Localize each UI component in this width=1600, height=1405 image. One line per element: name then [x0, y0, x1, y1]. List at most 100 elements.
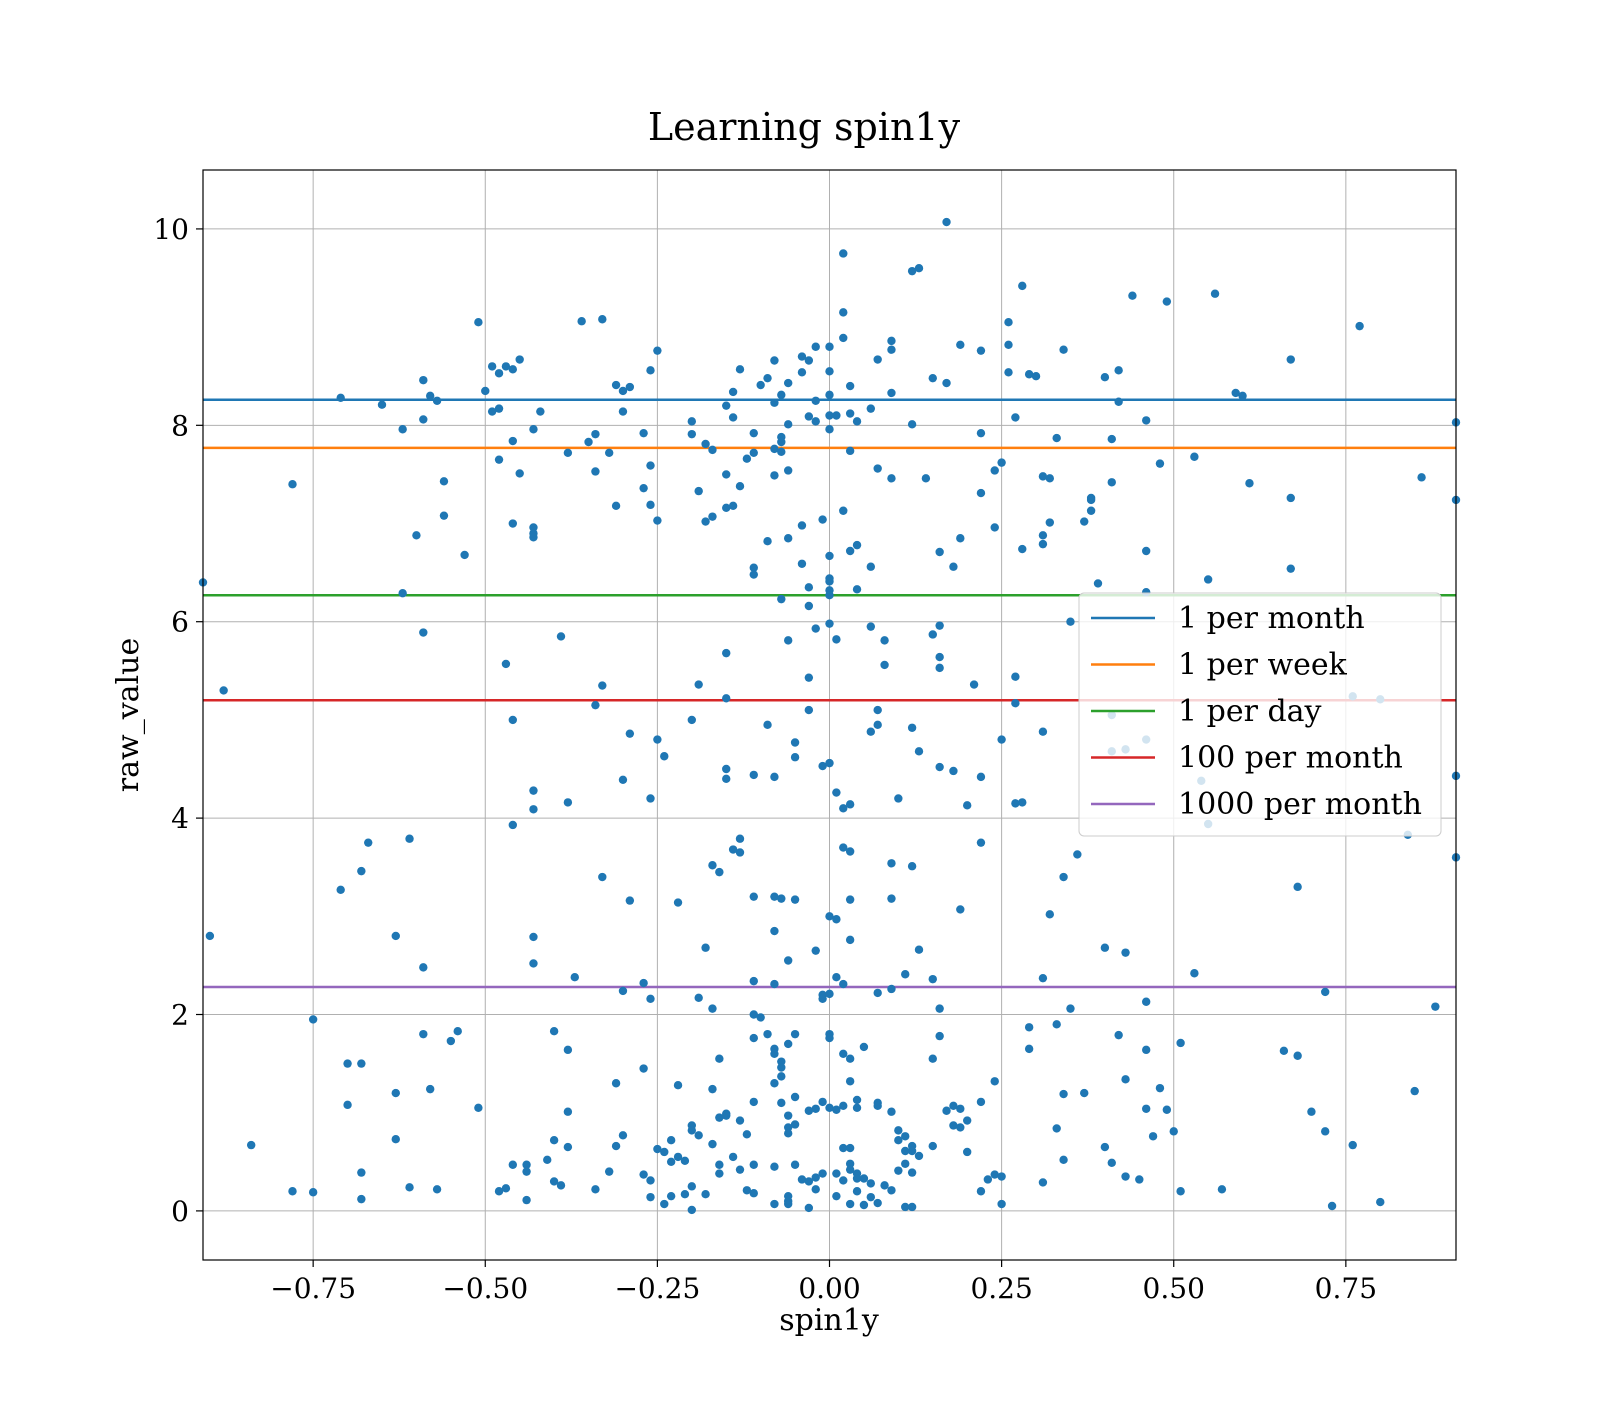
data-point [1052, 1124, 1061, 1133]
data-point [1114, 397, 1123, 406]
data-point [825, 390, 834, 400]
data-point [845, 381, 855, 391]
data-point [694, 486, 703, 496]
x-axis-ticks: −0.75 −0.50 −0.25 0.00 0.25 0.50 0.75 [270, 1260, 1377, 1305]
data-point [852, 540, 862, 550]
data-point [749, 563, 758, 572]
data-point [832, 972, 841, 982]
data-point [976, 772, 986, 782]
y-tick-label: 10 [153, 213, 189, 246]
data-point [529, 805, 538, 814]
data-point [432, 1185, 442, 1194]
data-point [563, 798, 573, 807]
data-point [962, 1116, 972, 1125]
data-point [825, 367, 834, 376]
data-point [832, 1105, 841, 1114]
data-point [653, 516, 662, 525]
data-point [377, 400, 387, 409]
data-point [728, 845, 738, 854]
data-point [818, 515, 827, 524]
data-point [983, 1175, 993, 1184]
data-point [460, 550, 469, 560]
data-point [666, 1135, 676, 1145]
data-point [852, 417, 862, 426]
data-point [1217, 1185, 1227, 1194]
data-point [715, 1160, 724, 1169]
data-point [611, 1079, 621, 1088]
data-point [839, 308, 848, 317]
data-point [625, 729, 635, 738]
data-point [343, 1100, 352, 1110]
data-point [770, 1049, 779, 1058]
data-point [364, 838, 373, 847]
data-point [1052, 433, 1061, 443]
data-point [832, 411, 841, 420]
data-point [715, 867, 724, 877]
data-point [1141, 416, 1151, 425]
data-point [839, 1049, 848, 1058]
data-point [818, 994, 827, 1003]
data-point [825, 425, 834, 434]
data-point [845, 1077, 855, 1086]
data-point [1141, 546, 1151, 556]
data-point [811, 1185, 820, 1194]
data-point [1059, 872, 1068, 882]
data-point [722, 1111, 731, 1120]
data-point [1135, 1175, 1144, 1184]
data-point [419, 628, 428, 637]
data-point [453, 1026, 462, 1036]
data-point [839, 843, 848, 852]
data-point [811, 417, 820, 426]
data-point [804, 673, 814, 682]
data-point [481, 386, 490, 396]
data-point [839, 979, 848, 989]
data-point [845, 1159, 855, 1168]
data-point [673, 1152, 683, 1162]
data-point [873, 705, 882, 715]
data-point [412, 531, 421, 540]
data-point [522, 1167, 531, 1176]
data-point [508, 820, 518, 830]
data-point [494, 404, 504, 413]
data-point [735, 834, 745, 843]
data-point [976, 428, 986, 438]
data-point [845, 1165, 855, 1174]
data-point [866, 404, 876, 413]
data-point [845, 895, 855, 904]
data-point [1045, 910, 1055, 919]
data-point [1004, 368, 1013, 377]
data-point [1066, 1004, 1075, 1013]
data-point [818, 761, 827, 771]
data-point [997, 735, 1006, 744]
data-point [419, 415, 428, 424]
data-point [1052, 1020, 1061, 1029]
data-point [1155, 1083, 1165, 1093]
data-point [790, 753, 800, 762]
data-point [887, 388, 896, 398]
data-point [419, 375, 428, 385]
data-point [1203, 575, 1213, 584]
data-point [425, 391, 435, 401]
data-point [928, 974, 937, 984]
data-point [1348, 1140, 1357, 1150]
data-point [529, 932, 538, 942]
data-point [728, 1152, 738, 1162]
data-point [887, 894, 896, 903]
data-point [901, 1159, 910, 1168]
data-point [1176, 1038, 1185, 1048]
data-point [770, 926, 779, 936]
data-point [474, 1103, 483, 1112]
data-point [749, 892, 758, 901]
data-point [556, 632, 566, 641]
data-point [797, 352, 807, 361]
x-tick-label: −0.75 [270, 1272, 356, 1305]
data-point [825, 411, 834, 420]
data-point [1024, 1023, 1034, 1032]
data-point [901, 1202, 910, 1212]
x-tick-label: −0.25 [614, 1272, 700, 1305]
data-point [928, 630, 937, 639]
data-point [308, 1015, 318, 1024]
data-point [1080, 1088, 1089, 1098]
data-point [749, 1033, 758, 1043]
data-point [887, 345, 896, 354]
